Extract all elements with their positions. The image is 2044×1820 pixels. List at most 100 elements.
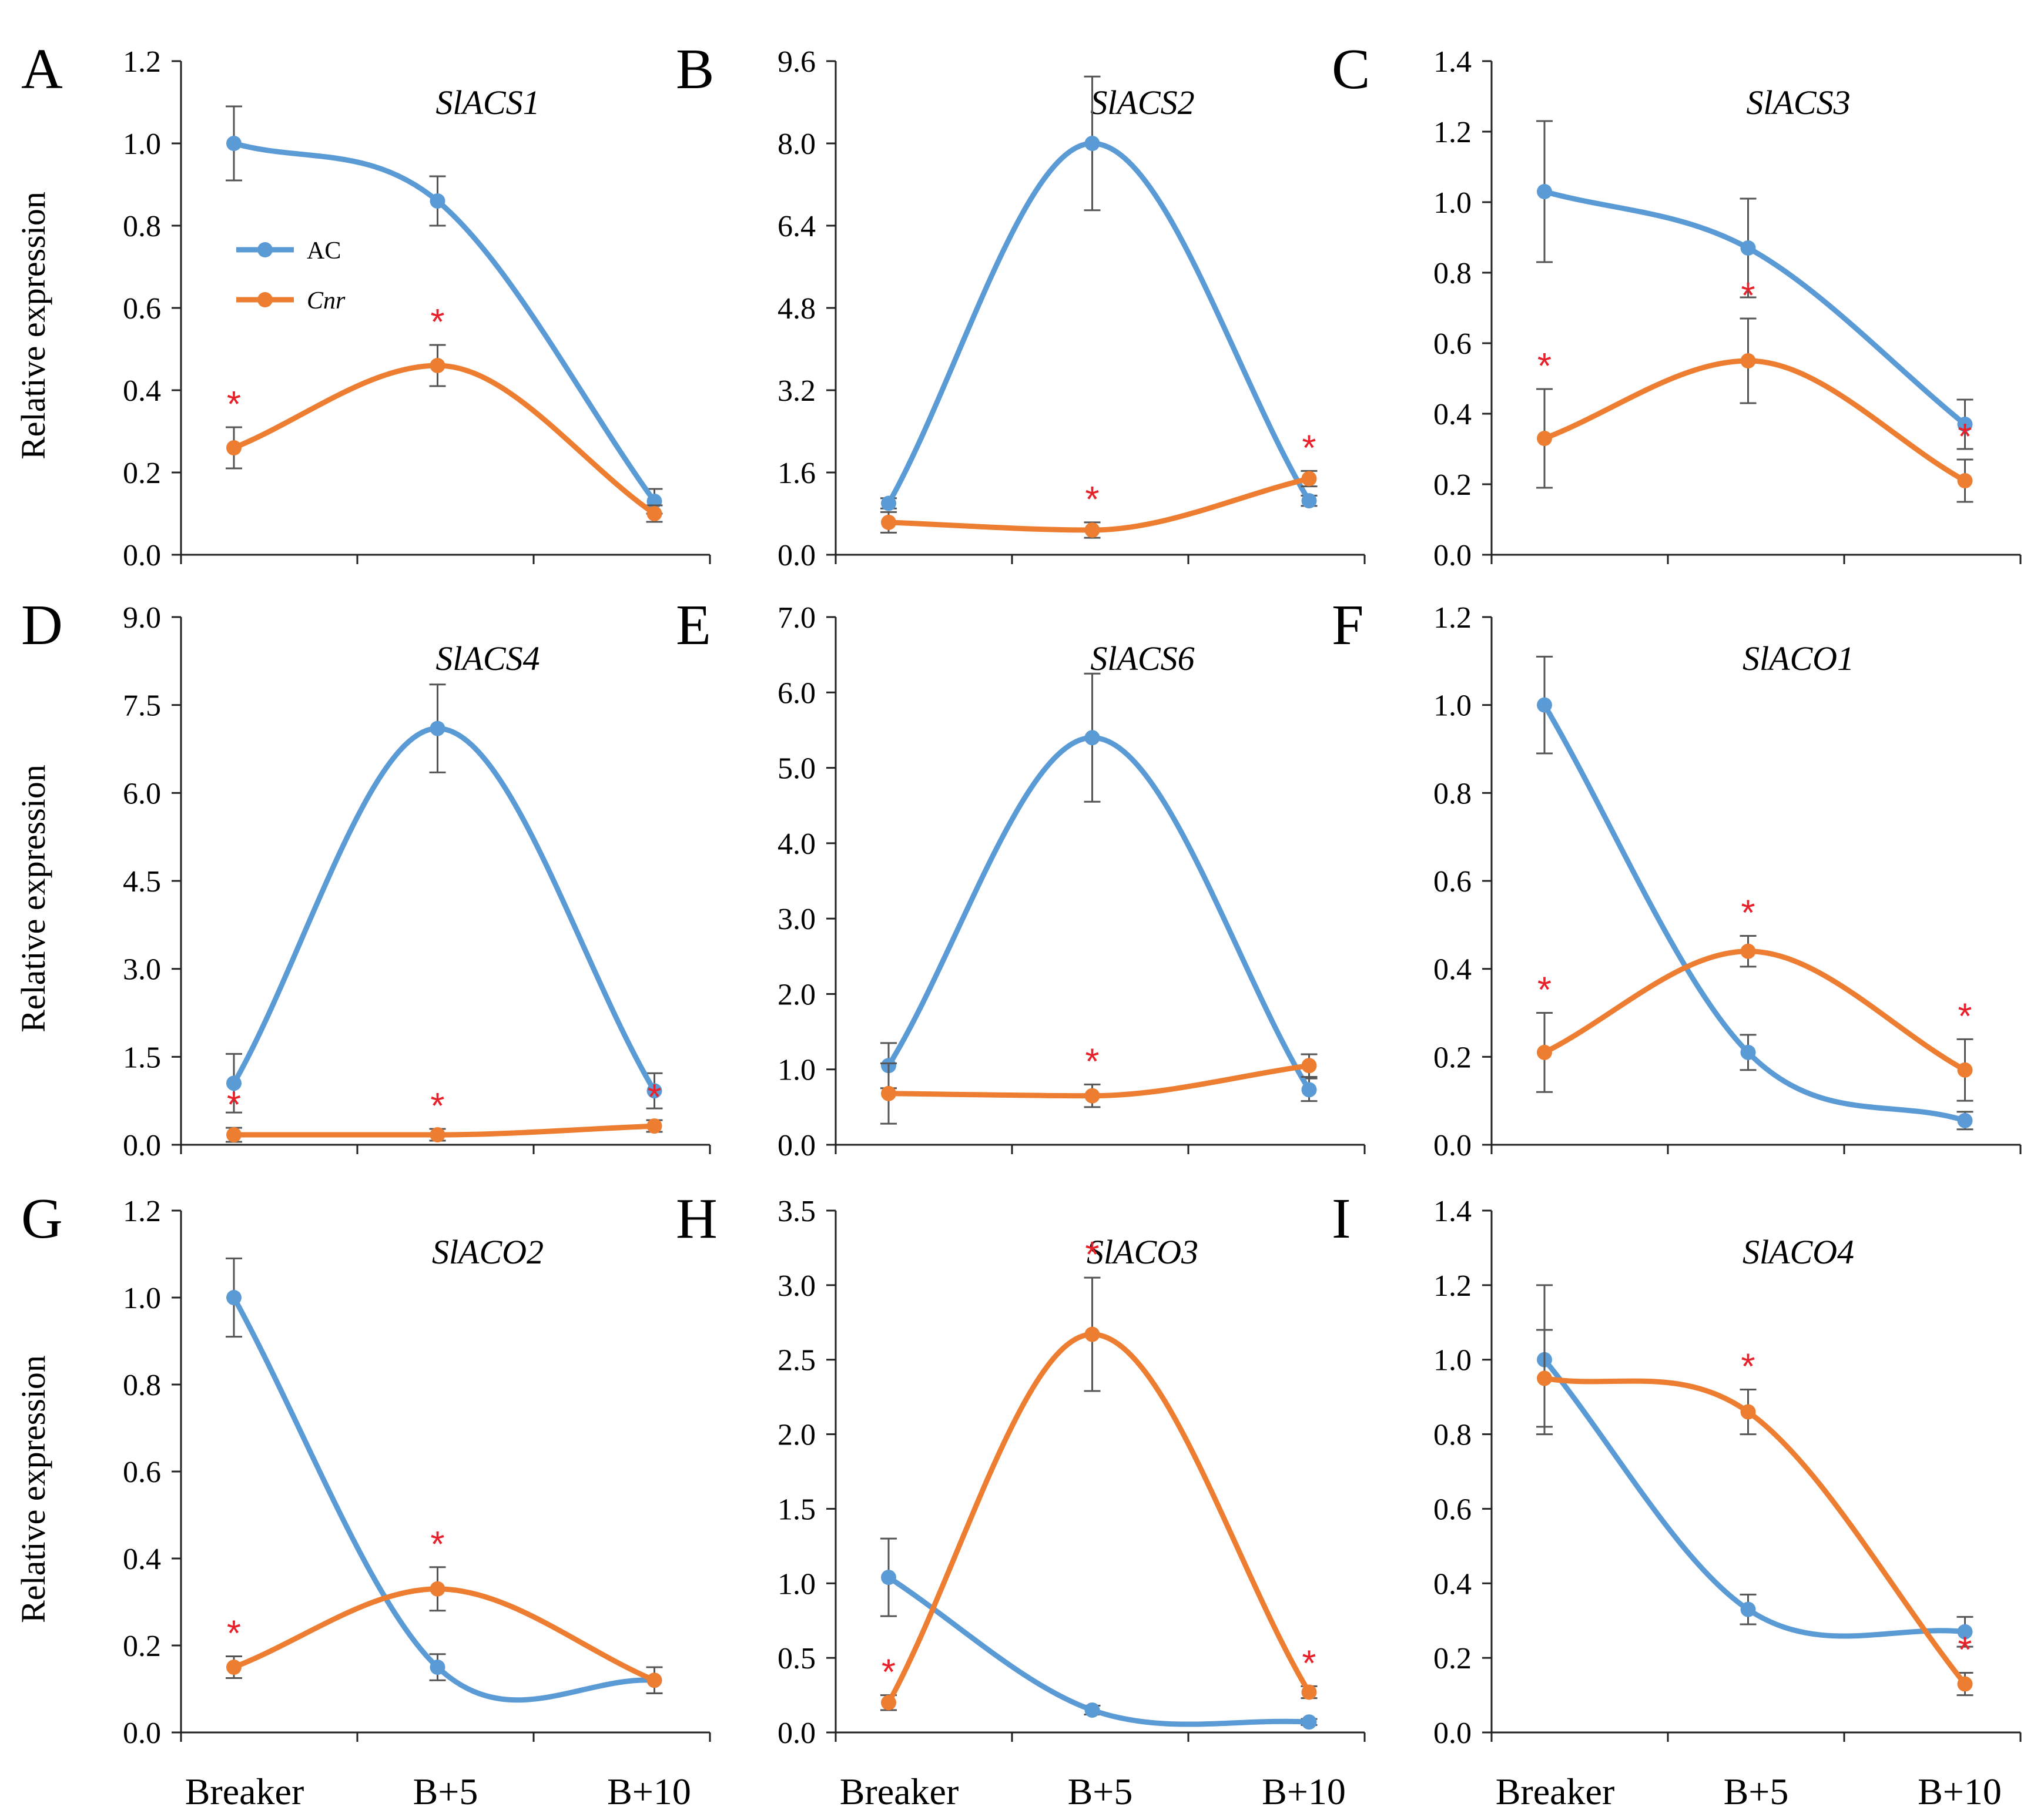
series-line	[886, 1332, 1312, 1705]
data-point	[1740, 943, 1756, 959]
data-point	[1084, 1702, 1100, 1718]
panel-letter-b: B	[676, 38, 714, 101]
series-cnr-d	[226, 1118, 663, 1143]
y-axis-label-d: Relative expression	[14, 765, 52, 1033]
data-point	[430, 1660, 445, 1675]
gene-title-f: SlACO1	[1743, 639, 1854, 678]
y-tick-label-a: 1.2	[123, 45, 161, 79]
data-point	[226, 1075, 242, 1091]
y-tick-label-f: 0.6	[1433, 865, 1472, 899]
y-tick-label-f: 0.0	[1433, 1129, 1472, 1162]
series-cnr-c	[1536, 317, 1973, 503]
gene-title-c: SlACS3	[1746, 83, 1850, 122]
data-point	[1301, 1082, 1317, 1098]
panel-letter-i: I	[1332, 1187, 1351, 1251]
data-point	[1537, 1044, 1552, 1060]
panel-g: G 0.0 0.2 0.4 0.6 0.8 1.0 1.2 Relative expressio…	[14, 1187, 711, 1812]
legend-marker	[257, 242, 273, 257]
legend-label-ac: AC	[307, 237, 341, 264]
significance-asterisk: *	[1958, 996, 1972, 1037]
significance-asterisk: *	[1741, 1346, 1755, 1387]
y-tick-label-c: 1.4	[1433, 45, 1472, 79]
series-cnr-h	[880, 1276, 1318, 1711]
panel-c: C 0.0 0.2 0.4 0.6 0.8 1.0 1.2 1.4 SlACS3 * * *	[1332, 38, 2022, 572]
data-point	[430, 1127, 445, 1143]
y-tick-label-e: 0.0	[778, 1129, 816, 1162]
data-point	[1957, 1062, 1973, 1078]
y-tick-label-a: 1.0	[123, 128, 161, 161]
y-tick-label-e: 3.0	[778, 903, 816, 936]
gene-title-e: SlACS6	[1090, 639, 1194, 678]
series-ac-e	[880, 672, 1318, 1102]
significance-asterisk: *	[1085, 1041, 1099, 1082]
significance-asterisk: *	[1302, 428, 1316, 468]
series-line	[231, 140, 657, 504]
y-tick-label-a: 0.0	[123, 539, 161, 572]
x-category-label-g: B+10	[607, 1771, 691, 1812]
legend: AC Cnr	[236, 237, 346, 314]
data-point	[1537, 431, 1552, 446]
significance-asterisk: *	[227, 1085, 241, 1125]
data-point	[226, 1290, 242, 1305]
legend-label-cnr: Cnr	[307, 287, 346, 314]
y-tick-label-h: 2.0	[778, 1419, 816, 1452]
y-tick-label-f: 0.2	[1433, 1041, 1472, 1074]
data-point	[226, 1127, 242, 1143]
y-tick-label-c: 0.2	[1433, 468, 1472, 502]
data-point	[881, 495, 896, 511]
series-cnr-b	[880, 470, 1318, 539]
x-category-label-g: B+5	[413, 1771, 478, 1812]
y-tick-label-h: 3.5	[778, 1195, 816, 1228]
data-point	[1957, 1676, 1973, 1692]
significance-asterisk: *	[647, 1077, 661, 1118]
y-tick-label-h: 0.0	[778, 1717, 816, 1750]
series-cnr-g	[226, 1566, 663, 1694]
y-tick-label-h: 3.0	[778, 1269, 816, 1303]
series-line	[1542, 358, 1968, 484]
series-line	[1542, 1375, 1968, 1687]
panel-f: F 0.0 0.2 0.4 0.6 0.8 1.0 1.2 SlACO1 * * *	[1332, 594, 2022, 1162]
data-point	[1740, 240, 1756, 256]
panel-h: H0.00.51.01.52.02.53.03.5SlACO3***Breake…	[676, 1187, 1366, 1812]
panel-letter-h: H	[676, 1187, 718, 1251]
gene-title-h: SlACO3	[1087, 1233, 1198, 1271]
panel-letter-c: C	[1332, 38, 1370, 101]
series-ac-b	[880, 75, 1318, 511]
y-tick-label-d: 1.5	[123, 1041, 161, 1074]
y-tick-label-c: 0.4	[1433, 398, 1472, 431]
y-tick-label-i: 0.2	[1433, 1642, 1472, 1675]
data-point	[646, 506, 662, 521]
series-cnr-f	[1536, 935, 1973, 1102]
y-tick-label-c: 0.6	[1433, 327, 1472, 361]
y-tick-label-b: 0.0	[778, 539, 816, 572]
data-point	[1537, 697, 1552, 713]
y-tick-label-e: 5.0	[778, 752, 816, 786]
y-tick-label-g: 0.0	[123, 1717, 161, 1750]
data-point	[1957, 417, 1973, 432]
series-ac-h	[880, 1537, 1318, 1730]
y-tick-label-f: 1.2	[1433, 601, 1472, 635]
series-ac-d	[226, 683, 663, 1114]
data-point	[646, 1672, 662, 1688]
panel-d: D 0.0 1.5 3.0 4.5 6.0 7.5 9.0 Relative expressio…	[14, 594, 711, 1162]
data-point	[881, 1085, 896, 1101]
data-point	[881, 1695, 896, 1711]
y-tick-label-i: 1.4	[1433, 1195, 1472, 1228]
series-cnr-a	[226, 344, 663, 523]
y-tick-label-b: 1.6	[778, 457, 816, 490]
series-line	[886, 140, 1312, 506]
significance-asterisk: *	[1741, 893, 1755, 934]
data-point	[1957, 1624, 1973, 1640]
y-tick-label-a: 0.2	[123, 457, 161, 490]
significance-asterisk: *	[227, 1614, 241, 1654]
y-tick-label-f: 0.8	[1433, 777, 1472, 810]
panel-letter-d: D	[21, 594, 63, 657]
y-tick-label-a: 0.4	[123, 374, 161, 408]
y-tick-label-e: 1.0	[778, 1054, 816, 1087]
y-tick-label-d: 4.5	[123, 865, 161, 899]
y-tick-label-b: 6.4	[778, 210, 816, 243]
y-tick-label-e: 2.0	[778, 978, 816, 1011]
data-point	[1740, 1044, 1756, 1060]
x-category-label-i: B+10	[1918, 1771, 2002, 1812]
